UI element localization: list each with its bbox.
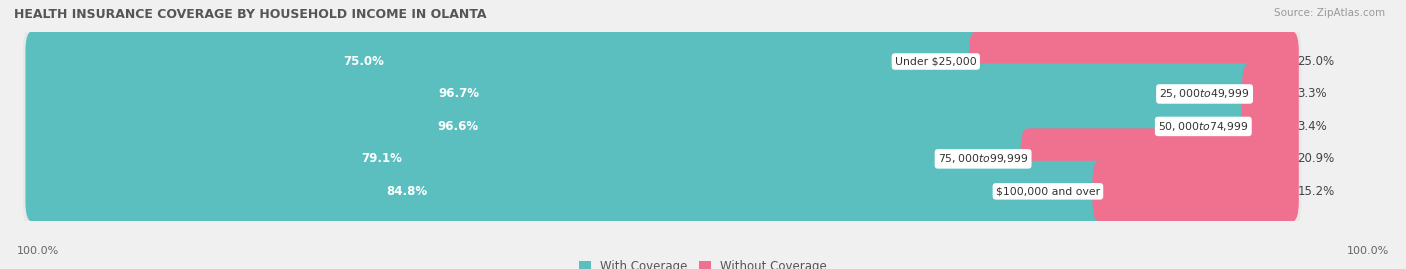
FancyBboxPatch shape	[22, 121, 1302, 197]
FancyBboxPatch shape	[22, 23, 1302, 100]
Text: $100,000 and over: $100,000 and over	[995, 186, 1099, 196]
FancyBboxPatch shape	[25, 96, 1299, 157]
FancyBboxPatch shape	[25, 63, 1257, 125]
Legend: With Coverage, Without Coverage: With Coverage, Without Coverage	[576, 257, 830, 269]
FancyBboxPatch shape	[25, 31, 1299, 92]
FancyBboxPatch shape	[25, 128, 1036, 189]
Text: $75,000 to $99,999: $75,000 to $99,999	[938, 153, 1028, 165]
Text: $25,000 to $49,999: $25,000 to $49,999	[1160, 87, 1250, 100]
Text: $50,000 to $74,999: $50,000 to $74,999	[1159, 120, 1249, 133]
Text: 3.3%: 3.3%	[1298, 87, 1327, 100]
FancyBboxPatch shape	[969, 31, 1299, 92]
Text: 79.1%: 79.1%	[361, 153, 402, 165]
FancyBboxPatch shape	[25, 63, 1299, 125]
Text: 84.8%: 84.8%	[385, 185, 427, 198]
Text: 15.2%: 15.2%	[1298, 185, 1334, 198]
FancyBboxPatch shape	[25, 96, 1256, 157]
FancyBboxPatch shape	[22, 56, 1302, 132]
FancyBboxPatch shape	[1241, 63, 1299, 125]
Text: 96.7%: 96.7%	[439, 87, 479, 100]
FancyBboxPatch shape	[25, 128, 1299, 189]
FancyBboxPatch shape	[1092, 161, 1299, 222]
FancyBboxPatch shape	[25, 161, 1299, 222]
FancyBboxPatch shape	[22, 153, 1302, 229]
Text: Source: ZipAtlas.com: Source: ZipAtlas.com	[1274, 8, 1385, 18]
Text: 96.6%: 96.6%	[437, 120, 479, 133]
Text: 100.0%: 100.0%	[17, 246, 59, 256]
Text: 75.0%: 75.0%	[343, 55, 384, 68]
FancyBboxPatch shape	[1021, 128, 1299, 189]
FancyBboxPatch shape	[25, 161, 1108, 222]
FancyBboxPatch shape	[22, 89, 1302, 164]
Text: 3.4%: 3.4%	[1298, 120, 1327, 133]
Text: 20.9%: 20.9%	[1298, 153, 1334, 165]
FancyBboxPatch shape	[1241, 96, 1299, 157]
Text: 25.0%: 25.0%	[1298, 55, 1334, 68]
FancyBboxPatch shape	[25, 31, 984, 92]
Text: Under $25,000: Under $25,000	[896, 56, 977, 66]
Text: HEALTH INSURANCE COVERAGE BY HOUSEHOLD INCOME IN OLANTA: HEALTH INSURANCE COVERAGE BY HOUSEHOLD I…	[14, 8, 486, 21]
Text: 100.0%: 100.0%	[1347, 246, 1389, 256]
